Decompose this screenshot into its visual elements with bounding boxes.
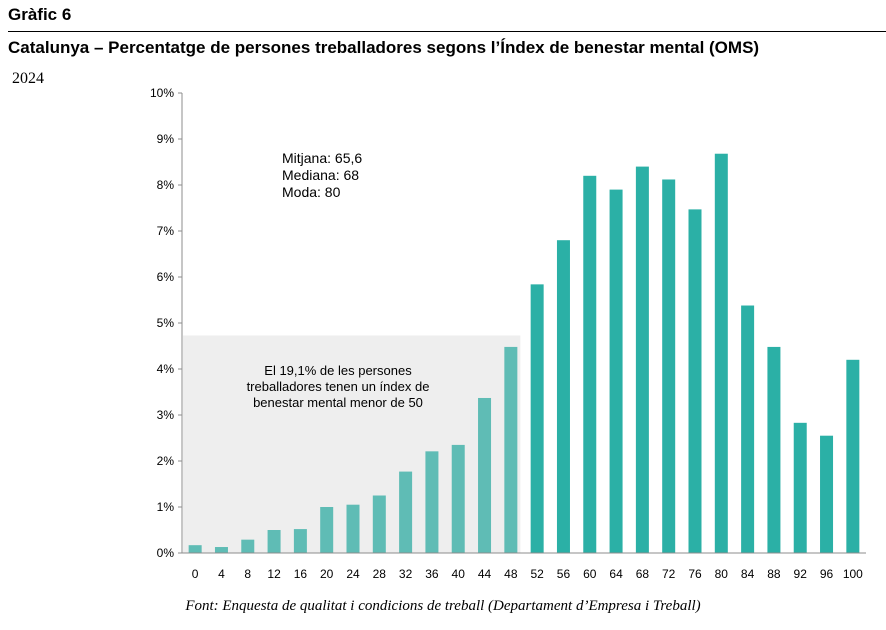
bar-72: [662, 179, 676, 554]
bar-48: [504, 346, 518, 553]
bar-40: [451, 444, 465, 553]
x-tick-label: 84: [741, 567, 755, 581]
bar-28: [372, 495, 386, 553]
x-tick-label: 48: [504, 567, 518, 581]
x-tick-label: 12: [267, 567, 281, 581]
bar-44: [478, 397, 492, 553]
bar-0: [188, 545, 202, 553]
x-tick-label: 36: [425, 567, 439, 581]
bar-92: [793, 422, 807, 553]
y-tick-label: 5%: [157, 316, 175, 330]
stat-mean: Mitjana: 65,6: [282, 150, 363, 166]
x-tick-label: 44: [478, 567, 492, 581]
bar-12: [267, 530, 281, 553]
x-tick-label: 56: [557, 567, 571, 581]
bar-88: [767, 346, 781, 553]
x-tick-label: 76: [688, 567, 702, 581]
axis-layer: 0%1%2%3%4%5%6%7%8%9%10%0 4 8 12 16 20 24 28 32 36…: [150, 86, 866, 581]
bar-52: [530, 284, 544, 553]
bar-96: [820, 435, 834, 553]
x-tick-label: 24: [346, 567, 360, 581]
x-tick-label: 8: [244, 567, 251, 581]
header-divider: [8, 31, 886, 32]
bar-8: [241, 539, 255, 553]
x-tick-label: 52: [530, 567, 544, 581]
year-label: 2024: [12, 70, 44, 87]
bar-64: [609, 189, 623, 553]
x-tick-label: 92: [794, 567, 808, 581]
x-tick-label: 0: [192, 567, 199, 581]
y-tick-label: 1%: [157, 500, 175, 514]
x-tick-label: 60: [583, 567, 597, 581]
y-tick-label: 4%: [157, 362, 175, 376]
x-tick-label: 28: [373, 567, 387, 581]
y-tick-label: 0%: [157, 546, 175, 560]
bar-56: [556, 240, 570, 553]
bars-layer: [188, 153, 860, 554]
stat-mode: Moda: 80: [282, 184, 341, 200]
stat-median: Mediana: 68: [282, 167, 360, 183]
bar-4: [214, 547, 228, 553]
x-tick-label: 80: [715, 567, 729, 581]
graphic-label: Gràfic 6: [8, 5, 72, 24]
bar-100: [846, 359, 860, 553]
bar-16: [293, 529, 307, 553]
chart-title: Catalunya – Percentatge de persones treb…: [8, 38, 760, 57]
x-tick-label: 32: [399, 567, 413, 581]
y-tick-label: 2%: [157, 454, 175, 468]
y-tick-label: 8%: [157, 178, 175, 192]
y-tick-label: 3%: [157, 408, 175, 422]
bar-24: [346, 504, 360, 553]
x-tick-label: 40: [452, 567, 466, 581]
bar-84: [741, 305, 755, 553]
bar-68: [635, 166, 649, 553]
y-tick-label: 9%: [157, 132, 175, 146]
x-tick-label: 20: [320, 567, 334, 581]
highlight-annotation: El 19,1% de les persones treballadores t…: [246, 363, 430, 410]
bar-36: [425, 451, 439, 553]
x-tick-label: 68: [636, 567, 650, 581]
bar-60: [583, 175, 597, 554]
x-tick-label: 72: [662, 567, 676, 581]
source-note: Font: Enquesta de qualitat i condicions …: [185, 598, 701, 614]
bar-80: [714, 153, 728, 553]
x-tick-label: 100: [843, 567, 863, 581]
bar-32: [399, 471, 413, 553]
x-tick-label: 88: [767, 567, 781, 581]
bar-20: [320, 507, 334, 553]
y-tick-label: 10%: [150, 86, 174, 100]
y-tick-label: 7%: [157, 224, 175, 238]
x-tick-label: 64: [609, 567, 623, 581]
x-tick-label: 96: [820, 567, 834, 581]
y-tick-label: 6%: [157, 270, 175, 284]
stats-box: Mitjana: 65,6 Mediana: 68 Moda: 80: [282, 150, 362, 201]
x-tick-label: 4: [218, 567, 225, 581]
x-tick-label: 16: [294, 567, 308, 581]
bar-76: [688, 209, 702, 553]
